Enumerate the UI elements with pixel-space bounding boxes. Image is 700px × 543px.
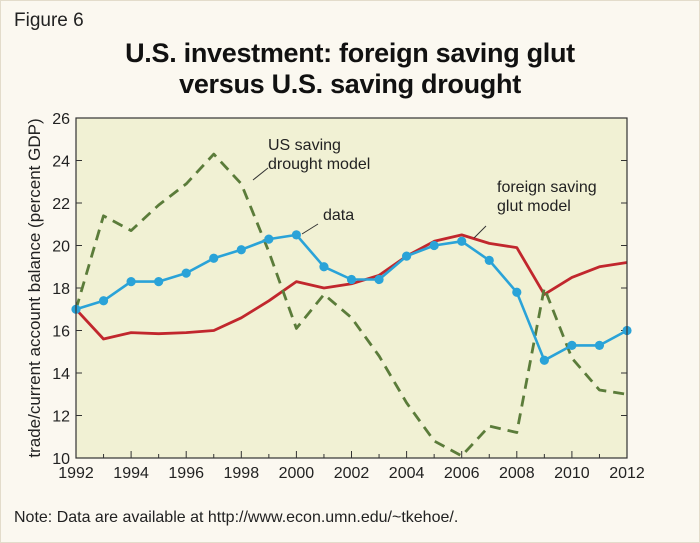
x-tick-label: 1998 (224, 465, 260, 482)
data-point (98, 296, 109, 306)
annotation-text: drought model (268, 156, 370, 173)
x-tick-label: 2012 (609, 465, 645, 482)
annotation-leader-line (473, 225, 487, 239)
data-point (154, 277, 164, 287)
data-point (512, 287, 522, 297)
data-point (429, 240, 439, 251)
annotations: US saving drought model data foreign saving… (252, 137, 597, 239)
x-tick-label: 1996 (168, 465, 204, 482)
data-point (594, 340, 605, 350)
figure-label: Figure 6 (14, 10, 84, 31)
x-tick-label: 2000 (279, 465, 315, 482)
data-point (181, 268, 191, 278)
annotation-text: data (323, 207, 354, 224)
plot-area (76, 118, 627, 458)
plot-border (75, 117, 628, 459)
y-tick-label: 16 (52, 324, 70, 341)
chart-title-line-2: versus U.S. saving drought (179, 69, 521, 99)
data-point (209, 253, 219, 263)
y-tick-label: 26 (52, 111, 70, 128)
x-tick-label: 2010 (554, 465, 590, 482)
data-point (457, 236, 467, 246)
y-tick-label: 12 (52, 409, 70, 426)
y-axis-label: trade/current account balance (percent G… (25, 118, 44, 457)
x-tick-label: 2004 (389, 465, 425, 482)
x-tick-label: 2002 (334, 465, 370, 482)
y-tick-label: 18 (52, 281, 70, 298)
annotation-text: foreign saving (497, 179, 597, 196)
chart-title-line-1: U.S. investment: foreign saving glut (125, 38, 575, 68)
data-point (264, 234, 274, 244)
data-point (567, 340, 577, 350)
x-tick-label: 2008 (499, 465, 535, 482)
y-axis-ticks: 10 12 14 16 18 20 22 24 26 (52, 111, 627, 468)
annotation-text: US saving (268, 137, 341, 154)
data-point (291, 230, 301, 240)
data-point (374, 274, 384, 285)
x-tick-label: 1992 (58, 465, 94, 482)
data-point (236, 245, 246, 255)
data-point (484, 255, 494, 265)
data-point (126, 277, 136, 287)
x-tick-label: 2006 (444, 465, 480, 482)
data-points (71, 230, 632, 365)
annotation-leader-line (252, 167, 269, 181)
y-tick-label: 22 (52, 196, 70, 213)
annotation-leader-line (301, 223, 319, 235)
data-point (402, 251, 412, 261)
y-tick-label: 14 (52, 366, 70, 383)
footnote: Note: Data are available at http://www.e… (14, 509, 459, 526)
data-point (346, 274, 357, 285)
y-tick-label: 20 (52, 239, 70, 256)
y-tick-label: 24 (52, 154, 70, 171)
x-axis-ticks: 1992 1994 1996 1998 2000 2002 2004 2006 2008 2010… (58, 451, 645, 482)
y-tick-label: 10 (52, 451, 70, 468)
x-tick-label: 1994 (113, 465, 149, 482)
annotation-text: glut model (497, 198, 571, 215)
data-point (539, 355, 549, 365)
data-point (319, 262, 329, 272)
